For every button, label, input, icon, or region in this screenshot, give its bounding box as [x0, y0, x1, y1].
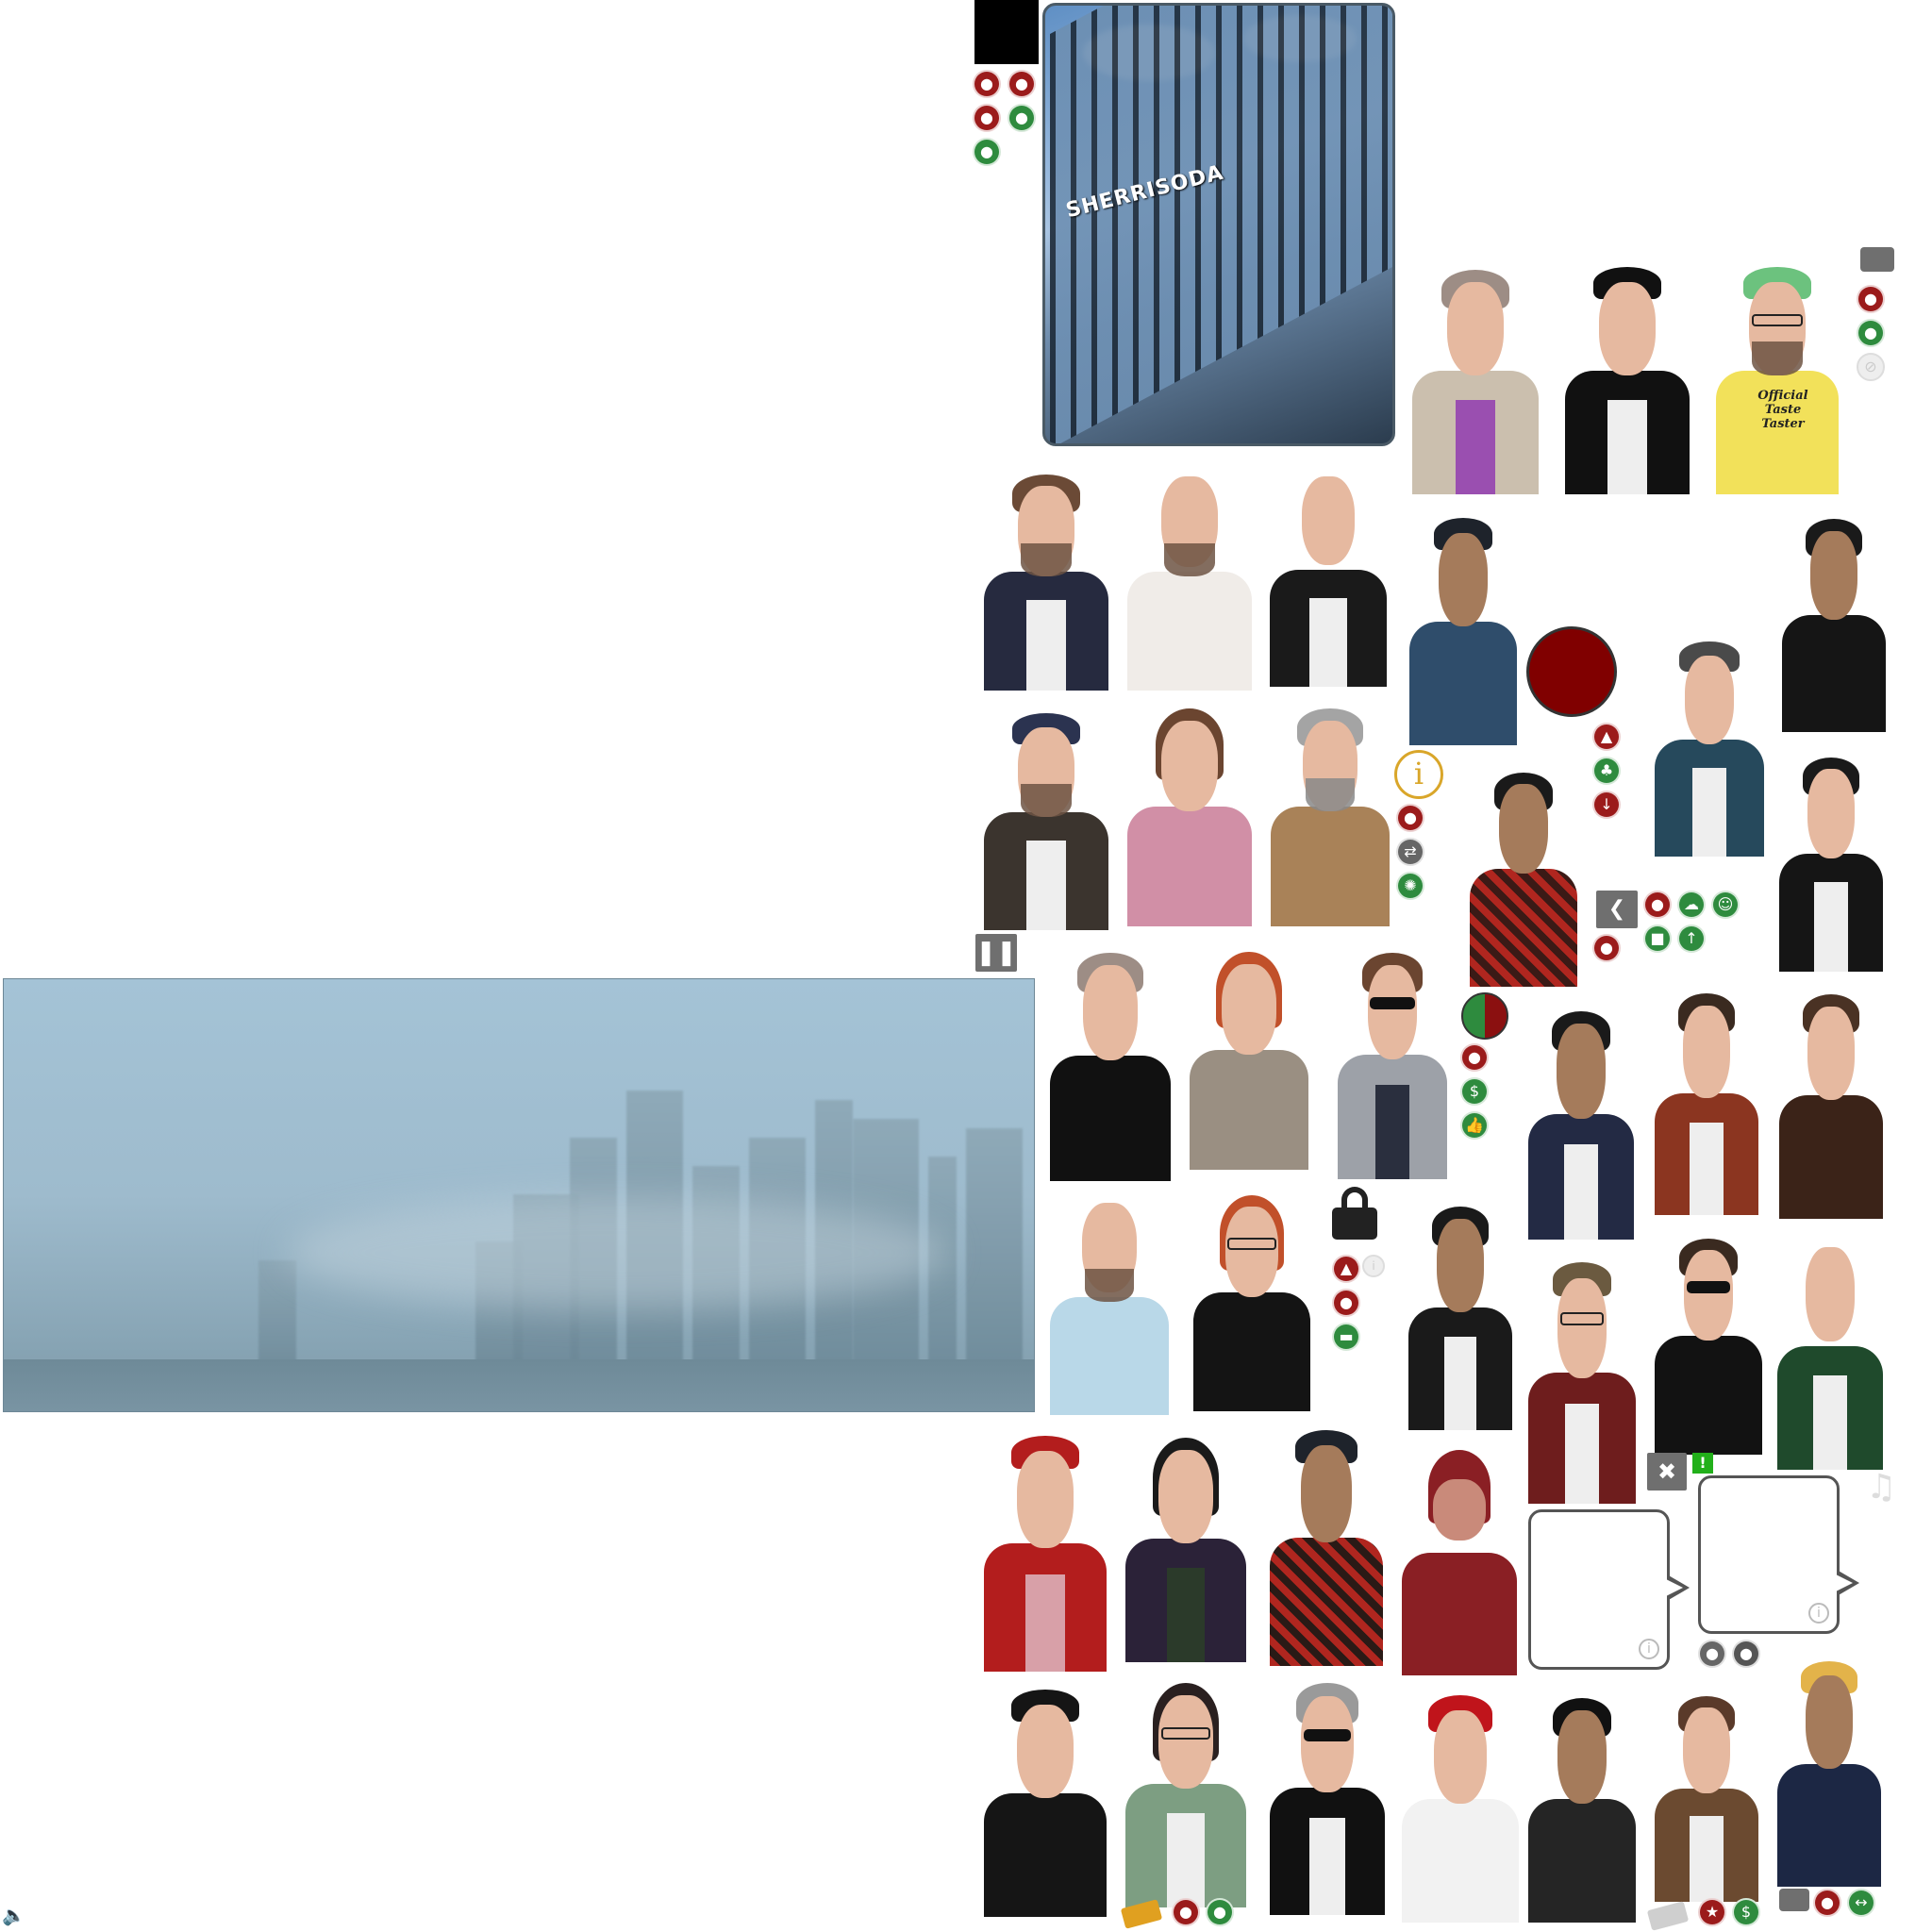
sun-icon[interactable]: ✺	[1396, 872, 1424, 900]
green-cycle-icon[interactable]: ●	[1857, 319, 1885, 347]
character-tweed-blazer	[1647, 1675, 1766, 1902]
face-icon[interactable]: ☺	[1711, 891, 1740, 919]
resource-icon-green-1[interactable]: ●	[1008, 104, 1036, 132]
up-arrow-icon[interactable]: ↑	[1677, 924, 1706, 953]
resource-icon-red-3[interactable]: ●	[973, 104, 1001, 132]
down-arrow-icon[interactable]: ↓	[1592, 791, 1621, 819]
bubble-info-icon[interactable]: i	[1808, 1603, 1829, 1624]
character-fedora-vest	[1521, 1241, 1643, 1504]
character-plaid-shirt	[1462, 751, 1585, 987]
character-fedora-sweater	[1647, 623, 1772, 857]
character-old-lady-fur	[1404, 247, 1547, 494]
character-bearded-jacket	[975, 453, 1117, 691]
rain-cityscape-background	[3, 978, 1035, 1412]
close-button[interactable]: ✖	[1647, 1453, 1687, 1491]
alert-badge: !	[1692, 1453, 1713, 1474]
money-icon[interactable]: $	[1460, 1077, 1489, 1106]
flask-icon[interactable]: ▲	[1592, 723, 1621, 751]
padlock-icon	[1332, 1187, 1377, 1240]
character-rapper-gold-chain	[1557, 247, 1698, 494]
star-icon[interactable]: ★	[1698, 1898, 1726, 1926]
character-redhead-tracksuit	[1185, 1174, 1319, 1411]
character-polo-shirt	[1521, 1675, 1643, 1923]
dark-token-icon[interactable]: ●	[1732, 1640, 1760, 1668]
resource-icon-green-2[interactable]: ●	[973, 138, 1001, 166]
character-bald-blue-shirt	[1041, 1179, 1177, 1415]
character-beanie-overalls	[1402, 498, 1524, 745]
billboard-card: SHERRISODA	[1042, 3, 1395, 446]
character-agent-sunglasses	[1262, 1660, 1392, 1915]
character-bald-tanktop	[1119, 453, 1260, 691]
character-scarf-girl	[1117, 1415, 1255, 1662]
card-stack-icon-2[interactable]	[1779, 1889, 1809, 1911]
character-taste-tester: Official Taste Taster	[1707, 247, 1847, 494]
split-status-indicator	[1461, 992, 1508, 1040]
ticket-silver-icon[interactable]	[1646, 1901, 1690, 1931]
character-sunglasses-blazer	[1330, 930, 1455, 1179]
character-hooded-ninja	[1394, 1430, 1524, 1675]
info-icon[interactable]: i	[1394, 750, 1443, 799]
cash-register-icon[interactable]: ●	[1172, 1898, 1200, 1926]
box-icon[interactable]: ■	[1643, 924, 1672, 953]
music-note-icon[interactable]: ♫	[1866, 1468, 1897, 1507]
black-swatch	[974, 0, 1039, 64]
character-woman-pink	[1119, 687, 1260, 926]
character-brown-sweater	[1772, 972, 1890, 1219]
cloud-icon[interactable]: ☁	[1677, 891, 1706, 919]
speech-bubble-right: i	[1698, 1475, 1859, 1634]
hire-icon[interactable]: ●	[1396, 804, 1424, 832]
character-beret-pearls	[975, 1415, 1115, 1672]
tshirt-text: Official Taste Taster	[1757, 389, 1808, 431]
character-school-sweater	[1521, 989, 1641, 1240]
chef-hat-icon[interactable]: ●	[1206, 1898, 1234, 1926]
character-redhead-cardigan	[1181, 930, 1317, 1170]
record-button[interactable]	[1526, 626, 1617, 717]
bread-icon[interactable]: ▬	[1332, 1323, 1360, 1351]
portrait-icon[interactable]: ●	[1698, 1640, 1726, 1668]
mouse-icon[interactable]: ●	[1813, 1889, 1841, 1917]
red-action-icon[interactable]: ●	[1857, 285, 1885, 313]
timer-icon[interactable]: ●	[1643, 891, 1672, 919]
dollar-icon[interactable]: $	[1732, 1898, 1760, 1926]
character-hardhat-worker	[1770, 1641, 1889, 1887]
resize-horizontal-icon[interactable]: ↔	[1847, 1889, 1875, 1917]
character-old-lady-pearls	[1041, 930, 1179, 1181]
character-mustache-black	[1775, 498, 1892, 732]
card-stack-icon[interactable]	[1860, 247, 1894, 272]
resource-icon-red-2[interactable]: ●	[1008, 70, 1036, 98]
character-red-jacket-mustache	[1647, 972, 1766, 1215]
thumbs-up-icon[interactable]: 👍	[1460, 1111, 1489, 1140]
disabled-icon: ⊘	[1857, 353, 1885, 381]
pause-button[interactable]: ❚❚	[975, 934, 1017, 972]
character-glasses-cardigan	[1117, 1660, 1255, 1907]
flask-icon-2[interactable]: ▲	[1332, 1255, 1360, 1283]
character-bald-suit	[1262, 453, 1394, 687]
character-sunglasses-turtleneck	[1647, 1217, 1770, 1455]
back-button[interactable]: ❮	[1596, 891, 1638, 928]
swap-icon[interactable]: ⇄	[1396, 838, 1424, 866]
info-small-icon[interactable]: i	[1362, 1255, 1385, 1277]
character-sailor-cap	[975, 1670, 1115, 1917]
character-bald-green-sweater	[1770, 1223, 1890, 1470]
character-chef	[1394, 1675, 1526, 1923]
jar-icon[interactable]: ●	[1460, 1043, 1489, 1072]
character-suit-mustache	[1772, 736, 1890, 972]
bag-icon[interactable]: ●	[1332, 1289, 1360, 1317]
character-beanie-plaid	[1262, 1409, 1391, 1666]
character-gray-hair-coat	[1262, 687, 1398, 926]
character-cap-jacket	[975, 694, 1117, 930]
resource-icon-red-1[interactable]: ●	[973, 70, 1001, 98]
piggy-icon[interactable]: ●	[1592, 934, 1621, 962]
speech-bubble-left: i	[1528, 1509, 1690, 1670]
clover-icon[interactable]: ♣	[1592, 757, 1621, 785]
bubble-info-icon[interactable]: i	[1639, 1639, 1659, 1659]
speaker-icon[interactable]: 🔈	[2, 1904, 25, 1926]
character-sweater-over-shoulders	[1402, 1185, 1519, 1430]
